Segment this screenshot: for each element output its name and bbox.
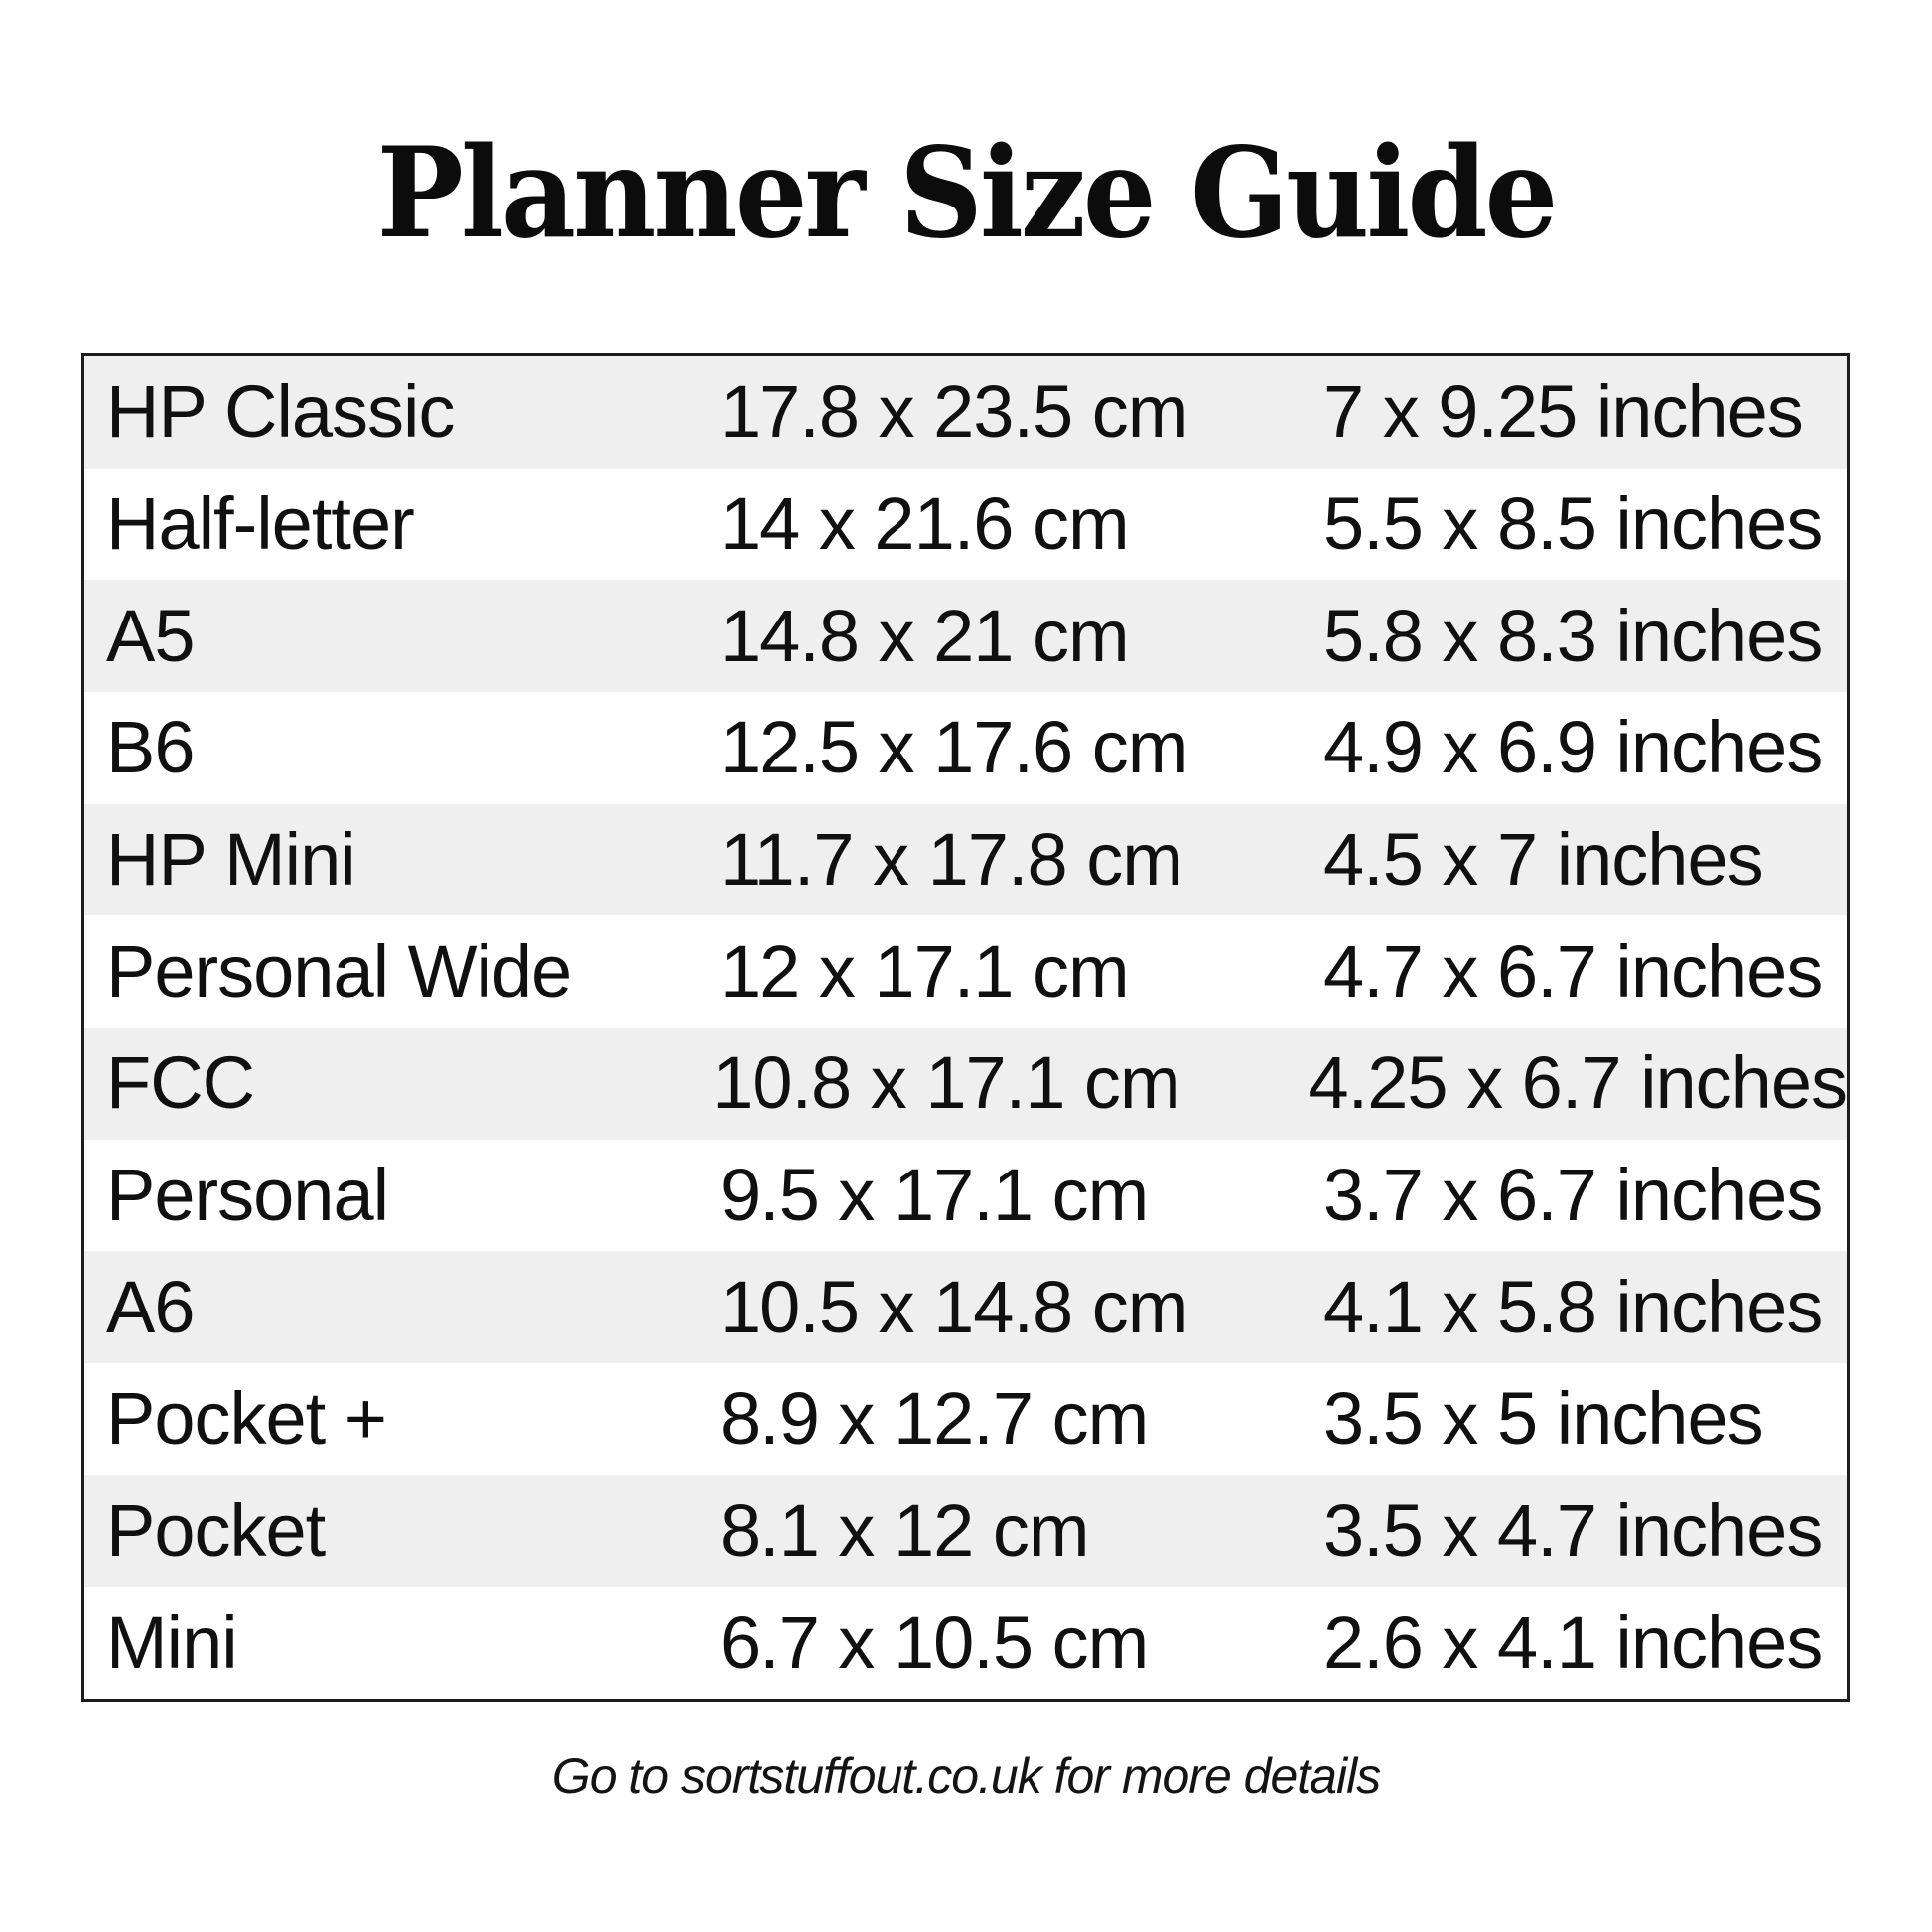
cell-planner-name: Pocket +: [106, 1377, 387, 1460]
cell-planner-name: HP Classic: [106, 370, 456, 454]
table-row: A6 10.5 x 14.8 cm 4.1 x 5.8 inches: [84, 1251, 1847, 1364]
cell-planner-name: FCC: [106, 1041, 255, 1125]
cell-size-inches: 3.7 x 6.7 inches: [1323, 1154, 1823, 1237]
cell-size-cm: 8.9 x 12.7 cm: [720, 1377, 1149, 1460]
cell-size-inches: 2.6 x 4.1 inches: [1323, 1600, 1823, 1684]
cell-size-inches: 4.1 x 5.8 inches: [1323, 1265, 1823, 1348]
cell-planner-name: Personal Wide: [106, 929, 572, 1013]
cell-planner-name: A6: [106, 1265, 196, 1348]
cell-size-cm: 6.7 x 10.5 cm: [720, 1600, 1149, 1684]
cell-size-inches: 4.25 x 6.7 inches: [1308, 1041, 1848, 1125]
cell-size-cm: 12.5 x 17.6 cm: [720, 706, 1188, 789]
table-row: HP Mini 11.7 x 17.8 cm 4.5 x 7 inches: [84, 803, 1847, 916]
cell-size-cm: 14 x 21.6 cm: [720, 483, 1130, 565]
cell-size-inches: 5.5 x 8.5 inches: [1323, 483, 1823, 565]
page-title: Planner Size Guide: [376, 120, 1559, 267]
cell-size-cm: 9.5 x 17.1 cm: [720, 1154, 1149, 1237]
cell-size-cm: 10.8 x 17.1 cm: [712, 1041, 1180, 1125]
cell-size-inches: 4.7 x 6.7 inches: [1323, 929, 1823, 1013]
cell-size-cm: 8.1 x 12 cm: [720, 1489, 1090, 1573]
cell-planner-name: HP Mini: [106, 818, 356, 901]
table-row: Personal 9.5 x 17.1 cm 3.7 x 6.7 inches: [84, 1139, 1847, 1252]
cell-planner-name: Personal: [106, 1154, 389, 1237]
cell-size-inches: 3.5 x 4.7 inches: [1323, 1489, 1823, 1573]
cell-size-cm: 14.8 x 21 cm: [720, 594, 1130, 677]
cell-size-inches: 5.8 x 8.3 inches: [1323, 594, 1823, 677]
table-row: A5 14.8 x 21 cm 5.8 x 8.3 inches: [84, 580, 1847, 693]
cell-planner-name: Mini: [106, 1600, 238, 1684]
table-row: Pocket 8.1 x 12 cm 3.5 x 4.7 inches: [84, 1474, 1847, 1587]
cell-size-cm: 11.7 x 17.8 cm: [720, 818, 1183, 901]
cell-size-inches: 4.5 x 7 inches: [1323, 818, 1764, 901]
table-row: Mini 6.7 x 10.5 cm 2.6 x 4.1 inches: [84, 1587, 1847, 1700]
size-table: HP Classic 17.8 x 23.5 cm 7 x 9.25 inche…: [81, 353, 1850, 1702]
cell-planner-name: A5: [106, 594, 196, 677]
table-row: FCC 10.8 x 17.1 cm 4.25 x 6.7 inches: [84, 1028, 1848, 1140]
table-row: HP Classic 17.8 x 23.5 cm 7 x 9.25 inche…: [84, 356, 1847, 469]
table-row: Half-letter 14 x 21.6 cm 5.5 x 8.5 inche…: [84, 468, 1847, 581]
footer-note: Go to sortstuffout.co.uk for more detail…: [551, 1748, 1381, 1804]
cell-size-cm: 12 x 17.1 cm: [720, 929, 1130, 1013]
cell-size-cm: 10.5 x 14.8 cm: [720, 1265, 1188, 1348]
cell-planner-name: Half-letter: [106, 483, 415, 565]
table-row: Personal Wide 12 x 17.1 cm 4.7 x 6.7 inc…: [84, 915, 1847, 1029]
table-row: B6 12.5 x 17.6 cm 4.9 x 6.9 inches: [84, 692, 1847, 804]
cell-planner-name: Pocket: [106, 1489, 326, 1573]
cell-size-cm: 17.8 x 23.5 cm: [720, 370, 1188, 454]
cell-planner-name: B6: [106, 706, 196, 789]
cell-size-inches: 3.5 x 5 inches: [1323, 1377, 1764, 1460]
table-row: Pocket + 8.9 x 12.7 cm 3.5 x 5 inches: [84, 1363, 1847, 1475]
cell-size-inches: 4.9 x 6.9 inches: [1323, 706, 1823, 789]
cell-size-inches: 7 x 9.25 inches: [1323, 370, 1804, 454]
